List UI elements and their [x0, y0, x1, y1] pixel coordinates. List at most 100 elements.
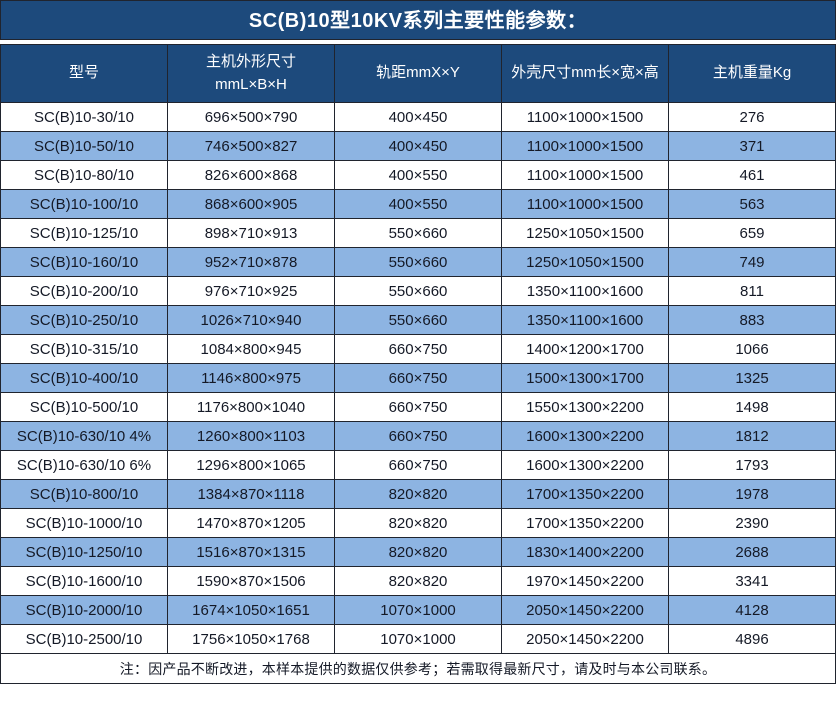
- value-cell: 1500×1300×1700: [501, 363, 669, 393]
- spec-table-header: 型号 主机外形尺寸 mmL×B×H 轨距mmX×Y 外壳尺寸mm长×宽×高 主机重量Kg: [0, 44, 836, 103]
- model-cell: SC(B)10-630/10 4%: [0, 421, 168, 451]
- value-cell: 550×660: [334, 218, 502, 248]
- header-cell-1: 主机外形尺寸 mmL×B×H: [167, 44, 335, 103]
- model-cell: SC(B)10-1000/10: [0, 508, 168, 538]
- header-row: 型号 主机外形尺寸 mmL×B×H 轨距mmX×Y 外壳尺寸mm长×宽×高 主机重量Kg: [0, 44, 836, 103]
- model-cell: SC(B)10-1600/10: [0, 566, 168, 596]
- table-row: SC(B)10-315/10 1084×800×945 660×750 1400×12…: [0, 334, 836, 364]
- table-row: SC(B)10-1250/10 1516×870×1315 820×820 1830×…: [0, 537, 836, 567]
- table-row: SC(B)10-800/10 1384×870×1118 820×820 1700×1…: [0, 479, 836, 509]
- value-cell: 660×750: [334, 421, 502, 451]
- spec-sheet-page: SC(B)10型10KV系列主要性能参数： 型号 主机外形尺寸 mmL×B×H 轨距…: [0, 0, 836, 684]
- model-cell: SC(B)10-200/10: [0, 276, 168, 306]
- model-cell: SC(B)10-630/10 6%: [0, 450, 168, 480]
- value-cell: 1350×1100×1600: [501, 276, 669, 306]
- model-cell: SC(B)10-400/10: [0, 363, 168, 393]
- table-row: SC(B)10-1600/10 1590×870×1506 820×820 1970×…: [0, 566, 836, 596]
- value-cell: 660×750: [334, 363, 502, 393]
- header-cell-2: 轨距mmX×Y: [334, 44, 502, 103]
- table-row: SC(B)10-30/10 696×500×790 400×450 1100×1000…: [0, 102, 836, 132]
- value-cell: 2390: [668, 508, 836, 538]
- value-cell: 746×500×827: [167, 131, 335, 161]
- table-row: SC(B)10-400/10 1146×800×975 660×750 1500×13…: [0, 363, 836, 393]
- value-cell: 826×600×868: [167, 160, 335, 190]
- value-cell: 1066: [668, 334, 836, 364]
- model-cell: SC(B)10-2500/10: [0, 624, 168, 654]
- value-cell: 1830×1400×2200: [501, 537, 669, 567]
- value-cell: 1070×1000: [334, 624, 502, 654]
- value-cell: 1260×800×1103: [167, 421, 335, 451]
- value-cell: 1296×800×1065: [167, 450, 335, 480]
- value-cell: 2688: [668, 537, 836, 567]
- model-cell: SC(B)10-1250/10: [0, 537, 168, 567]
- value-cell: 659: [668, 218, 836, 248]
- value-cell: 4896: [668, 624, 836, 654]
- value-cell: 1700×1350×2200: [501, 508, 669, 538]
- header-cell-0: 型号: [0, 44, 168, 103]
- value-cell: 811: [668, 276, 836, 306]
- page-title: SC(B)10型10KV系列主要性能参数：: [0, 0, 836, 40]
- model-cell: SC(B)10-2000/10: [0, 595, 168, 625]
- value-cell: 1600×1300×2200: [501, 450, 669, 480]
- value-cell: 898×710×913: [167, 218, 335, 248]
- value-cell: 1793: [668, 450, 836, 480]
- value-cell: 1350×1100×1600: [501, 305, 669, 335]
- value-cell: 1674×1050×1651: [167, 595, 335, 625]
- table-row: SC(B)10-1000/10 1470×870×1205 820×820 1700×…: [0, 508, 836, 538]
- value-cell: 660×750: [334, 334, 502, 364]
- spec-table-footer: 注：因产品不断改进，本样本提供的数据仅供参考；若需取得最新尺寸，请及时与本公司联…: [0, 653, 836, 684]
- table-row: SC(B)10-2000/10 1674×1050×1651 1070×1000 20…: [0, 595, 836, 625]
- value-cell: 550×660: [334, 305, 502, 335]
- value-cell: 820×820: [334, 508, 502, 538]
- value-cell: 3341: [668, 566, 836, 596]
- model-cell: SC(B)10-250/10: [0, 305, 168, 335]
- value-cell: 1700×1350×2200: [501, 479, 669, 509]
- value-cell: 1084×800×945: [167, 334, 335, 364]
- value-cell: 400×450: [334, 131, 502, 161]
- table-row: SC(B)10-125/10 898×710×913 550×660 1250×105…: [0, 218, 836, 248]
- value-cell: 1384×870×1118: [167, 479, 335, 509]
- model-cell: SC(B)10-160/10: [0, 247, 168, 277]
- value-cell: 1600×1300×2200: [501, 421, 669, 451]
- value-cell: 868×600×905: [167, 189, 335, 219]
- header-cell-4: 主机重量Kg: [668, 44, 836, 103]
- value-cell: 1026×710×940: [167, 305, 335, 335]
- table-row: SC(B)10-100/10 868×600×905 400×550 1100×100…: [0, 189, 836, 219]
- model-cell: SC(B)10-500/10: [0, 392, 168, 422]
- value-cell: 696×500×790: [167, 102, 335, 132]
- model-cell: SC(B)10-315/10: [0, 334, 168, 364]
- note-row: 注：因产品不断改进，本样本提供的数据仅供参考；若需取得最新尺寸，请及时与本公司联…: [0, 653, 836, 684]
- spec-table-body: SC(B)10-30/10 696×500×790 400×450 1100×1000…: [0, 102, 836, 654]
- value-cell: 952×710×878: [167, 247, 335, 277]
- value-cell: 1590×870×1506: [167, 566, 335, 596]
- value-cell: 1812: [668, 421, 836, 451]
- value-cell: 2050×1450×2200: [501, 595, 669, 625]
- value-cell: 400×550: [334, 160, 502, 190]
- value-cell: 400×550: [334, 189, 502, 219]
- value-cell: 1325: [668, 363, 836, 393]
- value-cell: 371: [668, 131, 836, 161]
- model-cell: SC(B)10-30/10: [0, 102, 168, 132]
- table-row: SC(B)10-630/10 6% 1296×800×1065 660×750 160…: [0, 450, 836, 480]
- value-cell: 4128: [668, 595, 836, 625]
- value-cell: 1146×800×975: [167, 363, 335, 393]
- spec-table: 型号 主机外形尺寸 mmL×B×H 轨距mmX×Y 外壳尺寸mm长×宽×高 主机重量Kg…: [0, 44, 836, 684]
- table-row: SC(B)10-80/10 826×600×868 400×550 1100×1000…: [0, 160, 836, 190]
- value-cell: 1100×1000×1500: [501, 131, 669, 161]
- value-cell: 820×820: [334, 537, 502, 567]
- table-row: SC(B)10-2500/10 1756×1050×1768 1070×1000 20…: [0, 624, 836, 654]
- footnote: 注：因产品不断改进，本样本提供的数据仅供参考；若需取得最新尺寸，请及时与本公司联…: [0, 653, 836, 684]
- model-cell: SC(B)10-800/10: [0, 479, 168, 509]
- value-cell: 749: [668, 247, 836, 277]
- value-cell: 1978: [668, 479, 836, 509]
- model-cell: SC(B)10-100/10: [0, 189, 168, 219]
- value-cell: 820×820: [334, 479, 502, 509]
- value-cell: 1516×870×1315: [167, 537, 335, 567]
- model-cell: SC(B)10-50/10: [0, 131, 168, 161]
- value-cell: 1470×870×1205: [167, 508, 335, 538]
- value-cell: 563: [668, 189, 836, 219]
- value-cell: 1498: [668, 392, 836, 422]
- value-cell: 461: [668, 160, 836, 190]
- value-cell: 1070×1000: [334, 595, 502, 625]
- value-cell: 1100×1000×1500: [501, 102, 669, 132]
